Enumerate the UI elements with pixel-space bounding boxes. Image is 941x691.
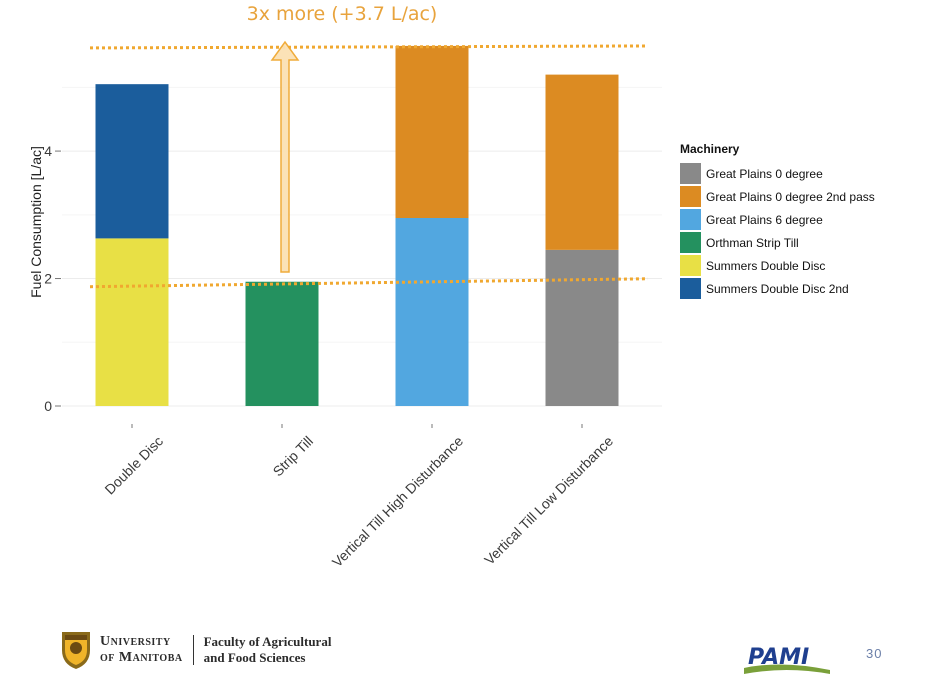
bar-summers-double-disc: [95, 238, 169, 406]
pami-logo: PAMI: [744, 645, 830, 674]
legend-swatch: [680, 278, 701, 299]
y-axis-ticks: 0 2 4: [44, 143, 61, 414]
bars: [95, 45, 619, 406]
bar-orthman-strip-till: [245, 281, 319, 406]
legend-label: Great Plains 0 degree 2nd pass: [706, 189, 875, 204]
x-axis-ticks: Double Disc Strip Till Vertical Till High …: [101, 424, 616, 570]
y-tick-label: 4: [44, 143, 52, 159]
pami-logo-text: PAMI: [748, 645, 809, 670]
legend-swatch: [680, 209, 701, 230]
bar-great-plains-6-degree: [395, 218, 469, 406]
annotation-group: 3x more (+3.7 L/ac): [89, 3, 649, 289]
legend-item: Great Plains 6 degree: [680, 208, 875, 231]
university-name: University of Manitoba: [100, 634, 183, 666]
legend-item: Summers Double Disc: [680, 254, 875, 277]
legend-item: Orthman Strip Till: [680, 231, 875, 254]
legend-label: Great Plains 0 degree: [706, 166, 823, 181]
annotation-text: 3x more (+3.7 L/ac): [247, 3, 438, 25]
legend-label: Summers Double Disc 2nd: [706, 281, 849, 296]
legend-swatch: [680, 255, 701, 276]
legend-swatch: [680, 232, 701, 253]
x-tick-label: Vertical Till High Disturbance: [329, 433, 466, 570]
x-tick-label: Strip Till: [270, 433, 317, 480]
university-line-1: University: [100, 634, 171, 649]
x-tick-label: Double Disc: [101, 433, 166, 498]
university-logo: University of Manitoba Faculty of Agricu…: [60, 630, 331, 670]
legend-title: Machinery: [680, 142, 740, 156]
bar-summers-double-disc-2nd: [95, 84, 169, 239]
y-tick-label: 2: [44, 271, 52, 287]
legend-item: Great Plains 0 degree 2nd pass: [680, 185, 875, 208]
page-number: 30: [866, 646, 883, 661]
legend-label: Summers Double Disc: [706, 258, 826, 273]
faculty-name: Faculty of Agricultural and Food Science…: [204, 634, 332, 666]
upper-reference-line: [89, 44, 649, 50]
bar-great-plains-0-degree-2nd-pass: [545, 74, 619, 250]
legend-item: Great Plains 0 degree: [680, 162, 875, 185]
legend-swatch: [680, 186, 701, 207]
bar-great-plains-0-degree: [545, 249, 619, 406]
increase-arrow: [270, 40, 300, 273]
legend-swatch: [680, 163, 701, 184]
faculty-line-2: and Food Sciences: [203, 650, 306, 665]
legend-item: Summers Double Disc 2nd: [680, 277, 875, 300]
bar-great-plains-0-degree-2nd-pass: [395, 45, 469, 218]
university-line-2: of Manitoba: [100, 650, 183, 665]
crest-icon: [62, 632, 90, 669]
legend-label: Great Plains 6 degree: [706, 212, 823, 227]
x-tick-label: Vertical Till Low Disturbance: [481, 433, 616, 568]
legend-label: Orthman Strip Till: [706, 235, 799, 250]
y-tick-label: 0: [44, 398, 52, 414]
faculty-line-1: Faculty of Agricultural: [203, 634, 332, 649]
legend: Machinery Great Plains 0 degree Great Pla…: [680, 142, 875, 300]
y-axis-title: Fuel Consumption [L/ac]: [28, 146, 44, 298]
divider: [192, 635, 194, 665]
